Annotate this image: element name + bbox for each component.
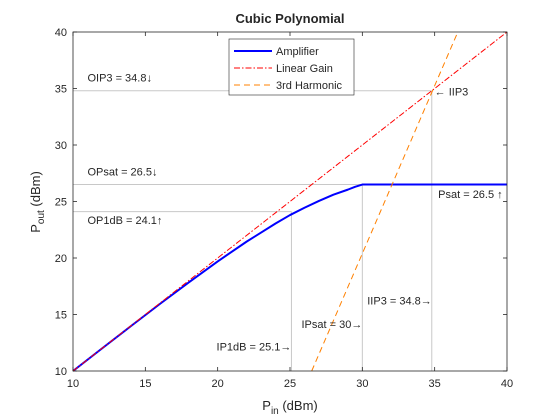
annotation-3: ← IIP3 <box>435 86 469 98</box>
y-tick-label-10: 10 <box>55 366 67 378</box>
x-tick-label-35: 35 <box>429 378 441 390</box>
y-axis-label-rest: (dBm) <box>28 171 43 210</box>
legend-label-linear-gain: Linear Gain <box>276 63 333 75</box>
y-axis-label: Pout (dBm) <box>28 171 47 233</box>
annotation-4: Psat = 26.5 ↑ <box>438 189 503 201</box>
y-tick-label-20: 20 <box>55 253 67 265</box>
chart-title: Cubic Polynomial <box>235 11 344 26</box>
y-tick-label-15: 15 <box>55 310 67 322</box>
y-axis-ticks: 10 15 20 25 30 35 40 <box>55 27 507 378</box>
y-axis-label-sub: out <box>36 210 47 224</box>
y-tick-label-30: 30 <box>55 140 67 152</box>
x-axis-label-rest: (dBm) <box>279 398 318 413</box>
annotation-7: IP1dB = 25.1→ <box>217 342 292 354</box>
annotation-1: OPsat = 26.5↓ <box>87 167 157 179</box>
series-lines <box>72 31 508 372</box>
x-tick-label-20: 20 <box>212 378 224 390</box>
x-axis-label-main: P <box>262 398 271 413</box>
x-tick-label-25: 25 <box>284 378 296 390</box>
legend-label-amplifier: Amplifier <box>276 46 319 58</box>
legend-box <box>228 38 355 96</box>
y-tick-label-40: 40 <box>55 27 67 39</box>
x-tick-label-40: 40 <box>501 378 513 390</box>
x-axis-ticks: 10 15 20 25 30 35 40 <box>67 32 513 390</box>
annotations: OIP3 = 34.8↓ OPsat = 26.5↓ OP1dB = 24.1↑ ← … <box>87 73 502 354</box>
annotation-5: IIP3 = 34.8→ <box>367 295 432 307</box>
annotation-6: IPsat = 30→ <box>301 319 362 331</box>
x-axis-label: Pin (dBm) <box>262 398 317 417</box>
y-tick-label-35: 35 <box>55 84 67 96</box>
y-axis-label-main: P <box>28 224 43 233</box>
series-line-3rd-harmonic <box>311 31 459 372</box>
y-tick-label-25: 25 <box>55 197 67 209</box>
x-axis-label-sub: in <box>271 406 279 417</box>
annotation-0: OIP3 = 34.8↓ <box>87 73 152 85</box>
x-tick-label-10: 10 <box>67 378 79 390</box>
x-tick-label-15: 15 <box>139 378 151 390</box>
x-tick-label-30: 30 <box>356 378 368 390</box>
legend-label-3rd-harmonic: 3rd Harmonic <box>276 80 343 92</box>
series-line-amplifier <box>72 183 507 372</box>
annotation-2: OP1dB = 24.1↑ <box>87 215 162 227</box>
legend: Amplifier Linear Gain 3rd Harmonic <box>228 38 355 96</box>
